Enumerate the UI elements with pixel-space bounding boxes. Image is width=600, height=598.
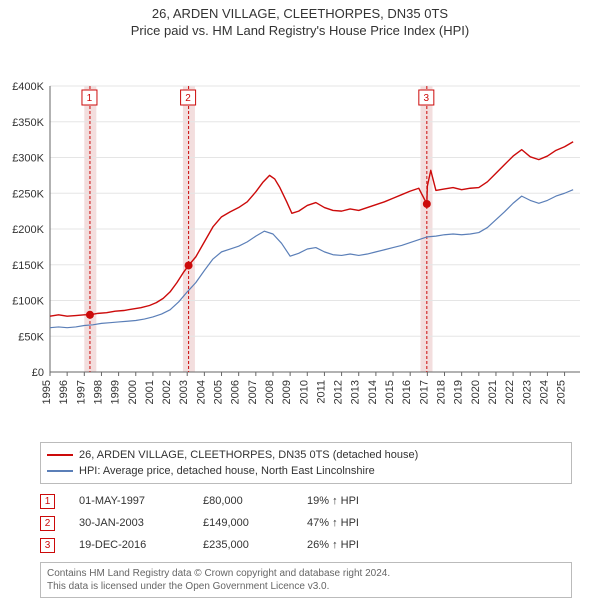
svg-text:£0: £0 [32,367,44,379]
legend-label: 26, ARDEN VILLAGE, CLEETHORPES, DN35 0TS… [79,449,418,461]
transaction-marker: 3 [40,538,55,553]
legend-swatch [47,454,73,456]
transaction-row: 3 19-DEC-2016 £235,000 26% ↑ HPI [40,534,572,556]
svg-text:2012: 2012 [333,380,345,404]
svg-text:2002: 2002 [161,380,173,404]
svg-text:1: 1 [87,93,93,104]
transaction-marker: 1 [40,494,55,509]
svg-text:2016: 2016 [401,380,413,404]
footer-line: Contains HM Land Registry data © Crown c… [47,567,565,580]
svg-text:£150K: £150K [12,260,44,272]
svg-text:2010: 2010 [298,380,310,404]
legend-label: HPI: Average price, detached house, Nort… [79,465,375,477]
svg-text:£200K: £200K [12,224,44,236]
chart-subtitle: Price paid vs. HM Land Registry's House … [0,23,600,38]
svg-text:1997: 1997 [75,380,87,404]
transaction-date: 19-DEC-2016 [79,539,179,551]
svg-text:2019: 2019 [453,380,465,404]
svg-text:£300K: £300K [12,153,44,165]
transaction-pct: 26% ↑ HPI [307,539,359,551]
svg-text:2011: 2011 [315,380,327,404]
svg-text:£100K: £100K [12,296,44,308]
svg-text:2021: 2021 [487,380,499,404]
transaction-date: 30-JAN-2003 [79,517,179,529]
svg-text:2020: 2020 [470,380,482,404]
chart-title: 26, ARDEN VILLAGE, CLEETHORPES, DN35 0TS [0,6,600,21]
svg-text:2: 2 [185,93,191,104]
transaction-price: £149,000 [203,517,283,529]
svg-text:2015: 2015 [384,380,396,404]
transactions-table: 1 01-MAY-1997 £80,000 19% ↑ HPI 2 30-JAN-2003… [40,490,572,556]
svg-text:2023: 2023 [521,380,533,404]
svg-text:2014: 2014 [367,380,379,404]
svg-text:2001: 2001 [144,380,156,404]
svg-text:£400K: £400K [12,81,44,93]
svg-text:£350K: £350K [12,117,44,129]
transaction-marker: 2 [40,516,55,531]
svg-text:1995: 1995 [41,380,53,404]
svg-text:£50K: £50K [18,331,44,343]
legend-item: 26, ARDEN VILLAGE, CLEETHORPES, DN35 0TS… [47,447,565,463]
transaction-row: 1 01-MAY-1997 £80,000 19% ↑ HPI [40,490,572,512]
svg-text:2008: 2008 [264,380,276,404]
transaction-pct: 19% ↑ HPI [307,495,359,507]
svg-text:1996: 1996 [58,380,70,404]
legend-swatch [47,470,73,472]
svg-text:2005: 2005 [213,380,225,404]
data-attribution: Contains HM Land Registry data © Crown c… [40,562,572,598]
svg-text:2003: 2003 [178,380,190,404]
svg-text:2024: 2024 [538,380,550,404]
transaction-pct: 47% ↑ HPI [307,517,359,529]
svg-text:1999: 1999 [110,380,122,404]
svg-text:3: 3 [424,93,430,104]
footer-line: This data is licensed under the Open Gov… [47,580,565,593]
svg-text:1998: 1998 [92,380,104,404]
transaction-date: 01-MAY-1997 [79,495,179,507]
transaction-row: 2 30-JAN-2003 £149,000 47% ↑ HPI [40,512,572,534]
price-chart: £0 £50K £100K £150K £200K £250K £300K £350K £400… [0,38,600,438]
svg-text:£250K: £250K [12,188,44,200]
svg-text:2025: 2025 [556,380,568,404]
svg-text:2022: 2022 [504,380,516,404]
legend-item: HPI: Average price, detached house, Nort… [47,463,565,479]
svg-text:2004: 2004 [195,380,207,404]
svg-text:2007: 2007 [247,380,259,404]
svg-text:2017: 2017 [418,380,430,404]
transaction-price: £235,000 [203,539,283,551]
svg-text:2013: 2013 [350,380,362,404]
legend: 26, ARDEN VILLAGE, CLEETHORPES, DN35 0TS… [40,442,572,484]
svg-text:2006: 2006 [230,380,242,404]
svg-text:2009: 2009 [281,380,293,404]
svg-text:2000: 2000 [127,380,139,404]
transaction-price: £80,000 [203,495,283,507]
svg-text:2018: 2018 [435,380,447,404]
